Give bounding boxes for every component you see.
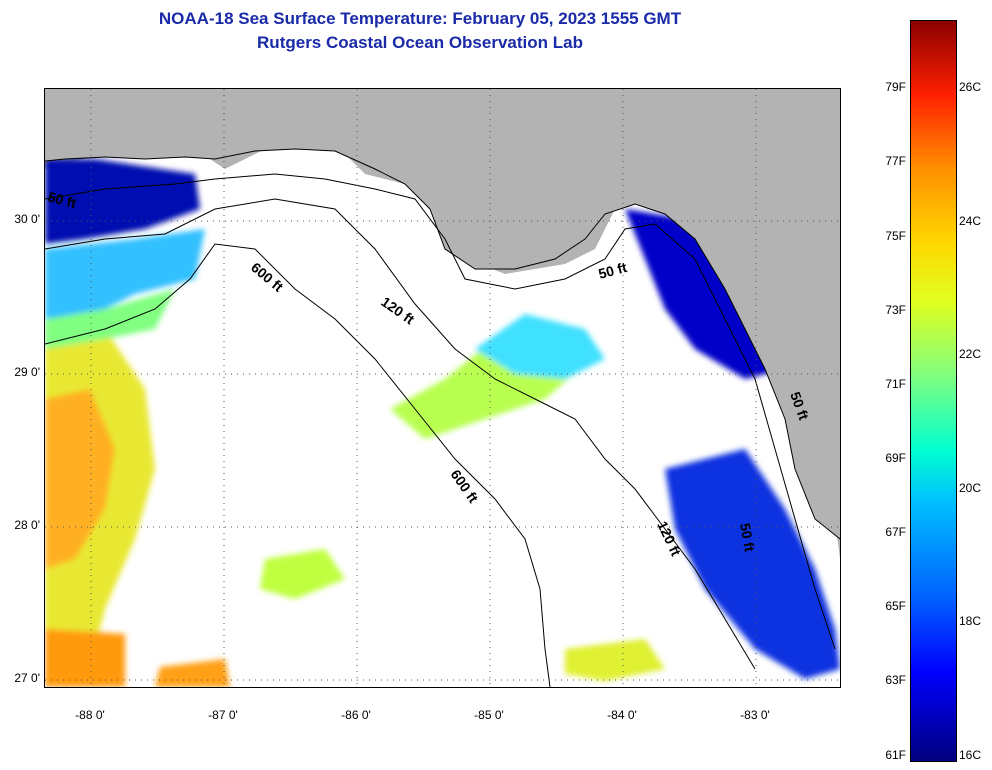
sst-cold-nw — [45, 159, 200, 244]
colorbar-c-tick: 20C — [959, 481, 982, 495]
colorbar-c-tick: 22C — [959, 347, 982, 361]
colorbar-c-tick: 24C — [959, 214, 982, 228]
sst-orange-west — [45, 389, 115, 569]
colorbar-c-tick: 18C — [959, 614, 982, 628]
lat-label: 28 0' — [14, 518, 40, 532]
sst-map[interactable]: 50 ft 120 ft 600 ft 600 ft 120 ft 50 ft … — [44, 88, 841, 688]
contour-120ft — [45, 198, 756, 670]
temperature-colorbar — [910, 20, 957, 762]
chart-title: NOAA-18 Sea Surface Temperature: Februar… — [158, 9, 682, 28]
colorbar-c-tick: 16C — [959, 748, 982, 762]
lat-label: 29 0' — [14, 365, 40, 379]
contour-600ft — [45, 243, 551, 687]
sst-patch-se — [565, 639, 665, 681]
land-mass — [45, 89, 840, 539]
coastline — [45, 148, 840, 540]
sst-orange-s — [155, 659, 230, 687]
lon-label: -84 0' — [607, 708, 637, 722]
sst-teal-center — [475, 314, 605, 379]
lon-label: -87 0' — [208, 708, 238, 722]
sst-cool-nw — [45, 229, 205, 329]
lat-label: 27 0' — [14, 671, 40, 685]
colorbar-f-tick: 71F — [885, 377, 906, 391]
colorbar-f-tick: 63F — [885, 673, 906, 687]
sst-green-nw — [45, 289, 175, 349]
lon-label: -86 0' — [341, 708, 371, 722]
colorbar-f-tick: 75F — [885, 229, 906, 243]
colorbar-f-tick: 77F — [885, 154, 906, 168]
sst-orange-sw — [45, 629, 125, 687]
colorbar-f-tick: 65F — [885, 599, 906, 613]
contour-label: 50 ft — [737, 522, 758, 553]
colorbar-f-tick: 61F — [885, 748, 906, 762]
lat-label: 30 0' — [14, 212, 40, 226]
map-canvas: 50 ft 120 ft 600 ft 600 ft 120 ft 50 ft … — [45, 89, 840, 687]
lon-label: -85 0' — [474, 708, 504, 722]
lon-label: -88 0' — [75, 708, 105, 722]
colorbar-f-tick: 73F — [885, 303, 906, 317]
graticule — [45, 89, 840, 687]
contour-label: 50 ft — [46, 188, 78, 211]
colorbar-f-tick: 79F — [885, 80, 906, 94]
sst-cold-east — [625, 209, 785, 379]
colorbar-f-tick: 67F — [885, 525, 906, 539]
colorbar-f-tick: 69F — [885, 451, 906, 465]
contour-label: 50 ft — [597, 259, 629, 282]
colorbar-c-tick: 26C — [959, 80, 982, 94]
lon-label: -83 0' — [740, 708, 770, 722]
chart-subtitle: Rutgers Coastal Ocean Observation Lab — [257, 33, 583, 52]
contour-50ft — [45, 173, 836, 650]
sst-patch-south — [260, 549, 345, 599]
sst-cold-se — [665, 449, 840, 679]
